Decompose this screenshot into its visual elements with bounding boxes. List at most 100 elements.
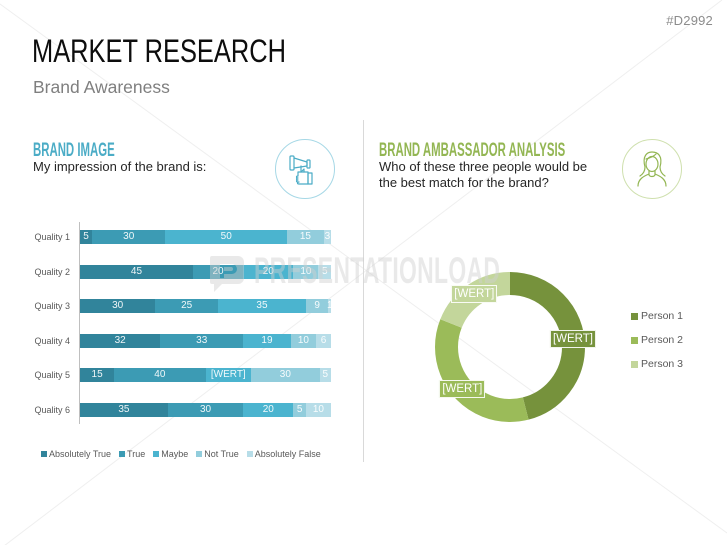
legend-label: Absolutely True (49, 449, 112, 459)
legend-swatch (41, 451, 47, 457)
bar-segment (167, 402, 244, 417)
y-axis-line (79, 222, 80, 424)
bar-segment (318, 264, 332, 279)
category-label: Quality 5 (34, 370, 70, 380)
data-label: 10 (300, 265, 312, 277)
legend-swatch (246, 451, 253, 457)
legend-item-person-1: Person 1 (631, 309, 683, 323)
donut-data-label: [WERT] (549, 330, 597, 349)
bar-segment (205, 368, 252, 382)
megaphone-hand-icon (275, 139, 335, 199)
bar-segment (80, 230, 93, 244)
bar-segment (114, 368, 206, 382)
brand-image-description: My impression of the brand is: (33, 159, 207, 174)
data-label: 35 (118, 403, 130, 415)
legend-label: Person 3 (641, 358, 684, 370)
bar-segment (155, 299, 219, 313)
legend-item-not-true: Not True (196, 449, 239, 459)
bar-segment (92, 230, 166, 244)
data-label: 20 (262, 403, 274, 415)
bar-segment (192, 264, 244, 279)
data-label: 35 (256, 300, 268, 311)
category-label: Quality 4 (34, 335, 70, 346)
bar-segment (80, 333, 161, 348)
data-label: 15 (91, 369, 103, 380)
bar-row: Quality 1 5 30 50 15 3 (0, 230, 340, 244)
bar-segment (165, 230, 288, 244)
category-label: Quality 3 (34, 301, 70, 311)
bar-segment (293, 402, 307, 417)
data-label: 3 (324, 231, 331, 242)
legend-label: True (127, 449, 146, 459)
category-label: Quality 2 (34, 266, 70, 277)
brand-image-chart: Quality 1 5 30 50 15 3 Quality 2 45 20 20 10 5 Quali… (0, 0, 333, 424)
data-label: 19 (261, 334, 273, 346)
legend-swatch (631, 312, 638, 320)
bar-segment (80, 402, 169, 417)
data-label: 9 (314, 300, 320, 311)
legend-label: Absolutely False (254, 449, 321, 459)
legend-swatch (196, 451, 203, 457)
data-label: 5 (83, 231, 89, 242)
category-label: Quality 1 (34, 232, 70, 242)
data-label: [WERT] (210, 369, 246, 380)
data-label: 33 (196, 334, 208, 346)
data-label: 20 (212, 265, 224, 277)
bar-segment (305, 299, 329, 313)
description-line-2: the best match for the brand? (379, 175, 549, 190)
data-label: 50 (220, 231, 232, 242)
donut-segment (435, 272, 585, 422)
bar-segment (80, 368, 115, 382)
donut-data-label: [WERT] (451, 285, 498, 304)
bar-segment (287, 230, 325, 244)
data-label: 5 (322, 369, 329, 380)
bar-segment (80, 264, 194, 279)
legend-item-person-2: Person 2 (631, 333, 683, 347)
bar-chart-legend: Absolutely True True Maybe Not True Abso… (41, 449, 329, 459)
bar-segment (243, 333, 292, 348)
brand-ambassador-heading: BRAND AMBASSADOR ANALYSIS (379, 140, 566, 161)
donut-data-label: [WERT] (439, 379, 486, 398)
data-label: 15 (299, 231, 311, 242)
legend-label: Not True (204, 449, 239, 459)
legend-item-true: True (119, 449, 145, 459)
slide-id-tag: #D2992 (666, 13, 713, 28)
data-label: 1 (326, 300, 333, 311)
bar-segment (80, 299, 156, 313)
legend-item-person-3: Person 3 (631, 357, 683, 371)
bar-segment (315, 333, 332, 348)
data-label: 5 (296, 403, 303, 415)
bar-segment (290, 333, 317, 348)
category-label: Quality 6 (34, 404, 70, 415)
description-line-1: Who of these three people would be (379, 159, 588, 174)
brand-image-heading: BRAND IMAGE (33, 140, 115, 161)
bar-segment (243, 402, 294, 417)
donut-chart-legend: Person 1 Person 2 Person 3 (631, 309, 683, 381)
legend-item-absolutely-true: Absolutely True (41, 449, 111, 459)
legend-label: Person 2 (641, 334, 684, 346)
bar-row: Quality 3 30 25 35 9 1 (0, 299, 340, 313)
bar-row: Quality 4 32 33 19 10 6 (0, 333, 340, 348)
page-subtitle: Brand Awareness (33, 77, 170, 97)
bar-segment (218, 299, 307, 313)
legend-swatch (631, 360, 638, 368)
bar-segment (328, 299, 332, 313)
legend-label: Person 1 (641, 310, 684, 322)
data-label: 45 (130, 265, 143, 277)
bar-segment (243, 264, 294, 279)
legend-swatch (119, 451, 126, 457)
donut-segment (435, 272, 585, 422)
data-label: 10 (312, 403, 324, 415)
data-label: 10 (297, 334, 309, 346)
page-title: MARKET RESEARCH (32, 33, 286, 69)
data-label: 32 (114, 334, 126, 346)
legend-label: Maybe (161, 449, 189, 459)
data-label: 6 (320, 334, 327, 346)
data-label: 30 (123, 231, 135, 242)
data-label: 30 (199, 403, 212, 415)
data-label: 30 (112, 300, 124, 311)
bar-segment (305, 402, 332, 417)
woman-person-icon (622, 139, 682, 199)
bar-row: Quality 2 45 20 20 10 5 (0, 264, 340, 279)
